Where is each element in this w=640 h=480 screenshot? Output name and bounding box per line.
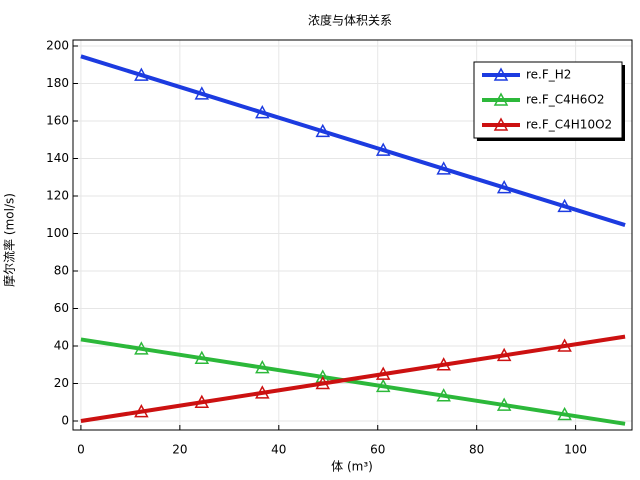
marker	[255, 385, 270, 399]
marker	[436, 161, 451, 175]
marker	[496, 347, 512, 362]
y-tick-label: 0	[61, 414, 69, 428]
y-tick-label: 100	[46, 226, 69, 240]
y-tick-label: 140	[46, 151, 69, 165]
legend-label: re.F_C4H6O2	[526, 93, 605, 107]
marker	[557, 338, 572, 352]
y-tick-label: 60	[54, 301, 69, 315]
y-tick-label: 20	[54, 376, 69, 390]
marker	[134, 341, 149, 355]
legend-marker	[493, 92, 509, 106]
series-line	[80, 337, 626, 426]
legend-marker	[493, 67, 509, 81]
marker	[194, 86, 210, 100]
chart-title: 浓度与体积关系	[308, 13, 392, 28]
marker	[557, 406, 572, 421]
legend-label: re.F_H2	[526, 68, 571, 82]
series-line	[80, 54, 626, 227]
y-tick-label: 160	[46, 114, 69, 128]
marker	[315, 123, 331, 138]
marker	[134, 404, 149, 418]
marker	[194, 394, 210, 408]
x-tick-label: 40	[271, 443, 286, 457]
y-tick-label: 200	[46, 39, 69, 53]
plot-frame	[72, 39, 633, 431]
marker	[375, 378, 391, 393]
marker	[255, 359, 270, 374]
marker	[557, 198, 572, 213]
marker	[496, 179, 512, 194]
marker	[496, 397, 512, 411]
marker	[194, 350, 210, 364]
x-tick-label: 60	[370, 443, 385, 457]
legend-label: re.F_C4H10O2	[526, 118, 612, 132]
marker	[436, 357, 451, 371]
marker	[375, 142, 391, 156]
y-tick-label: 120	[46, 189, 69, 203]
x-axis-label: 体 (m³)	[331, 460, 373, 474]
marker	[255, 104, 270, 119]
x-tick-label: 0	[77, 443, 85, 457]
marker	[134, 67, 149, 81]
y-tick-label: 80	[54, 264, 69, 278]
marker	[375, 366, 391, 380]
marker	[315, 375, 331, 390]
x-tick-label: 100	[564, 443, 587, 457]
legend-marker	[493, 117, 509, 131]
x-tick-label: 80	[469, 443, 484, 457]
y-tick-label: 40	[54, 339, 69, 353]
x-tick-label: 20	[172, 443, 187, 457]
y-tick-label: 180	[46, 76, 69, 90]
y-axis-label: 摩尔流率 (mol/s)	[2, 193, 17, 287]
marker	[436, 388, 451, 402]
series-line	[80, 334, 626, 423]
